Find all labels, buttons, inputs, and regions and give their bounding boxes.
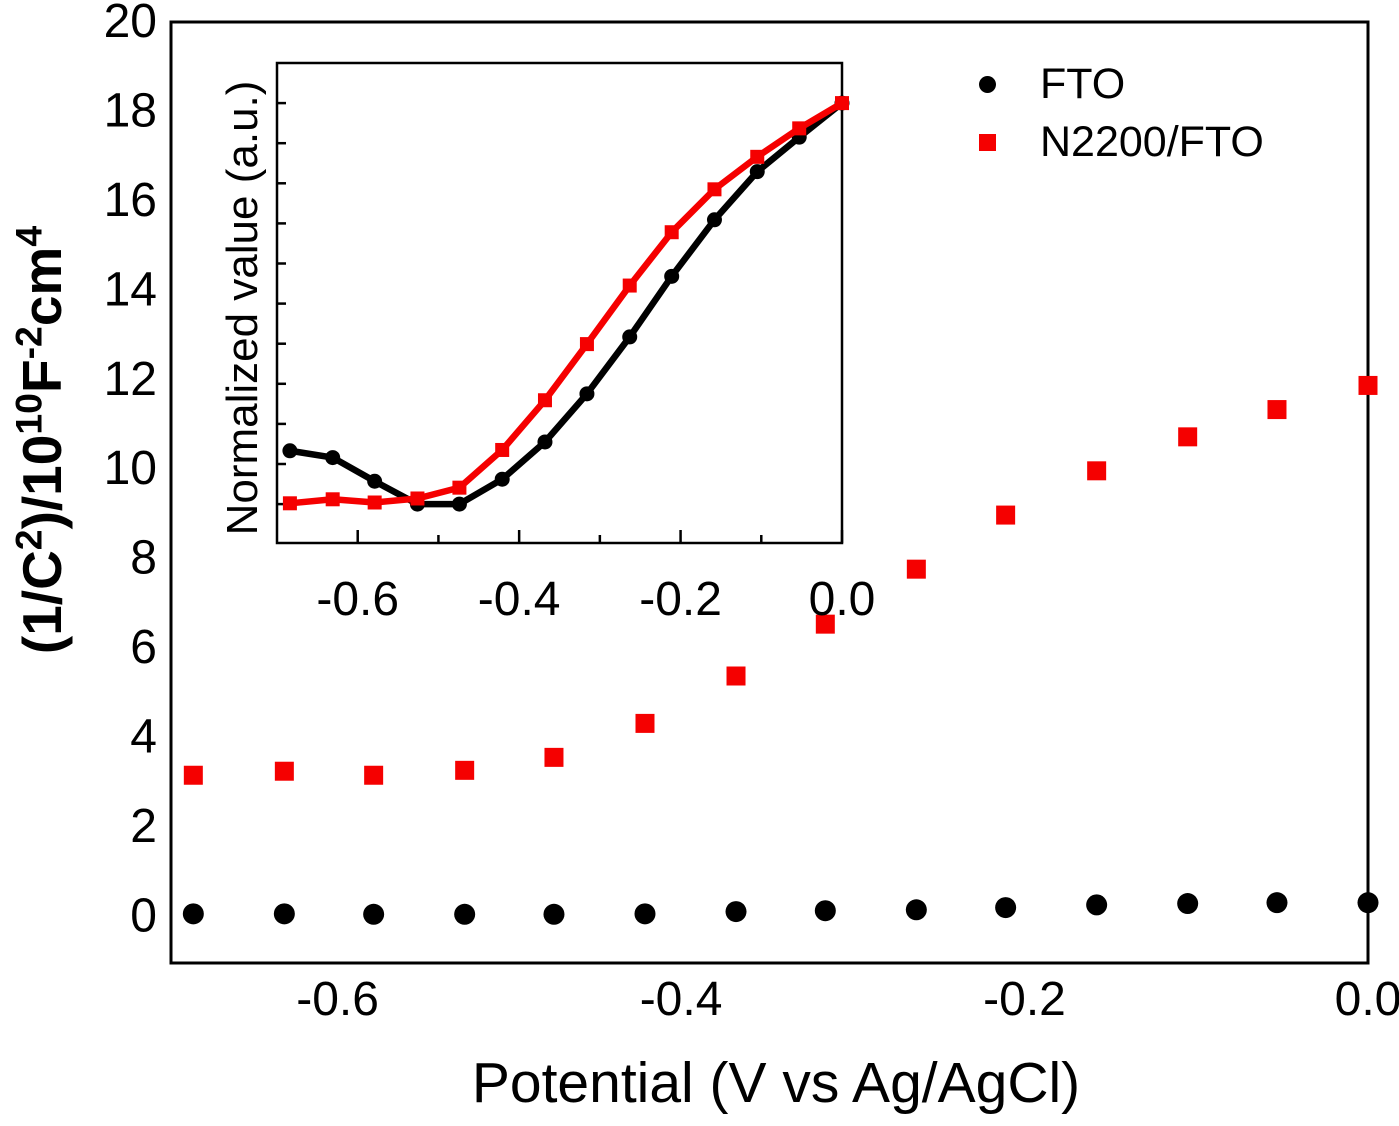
main-y-tick-label: 12 — [104, 353, 157, 406]
inset-point-fto — [664, 268, 680, 284]
legend-label-n2200: N2200/FTO — [1040, 117, 1264, 166]
inset-point-n2200 — [707, 182, 722, 197]
inset-point-n2200 — [835, 96, 849, 111]
main-x-tick-label: -0.4 — [640, 973, 723, 1026]
main-point-n2200 — [455, 760, 475, 780]
inset-point-n2200 — [282, 496, 297, 511]
main-x-tick-label: 0.0 — [1335, 973, 1399, 1026]
main-point-fto — [363, 903, 385, 925]
inset-point-n2200 — [622, 278, 637, 293]
main-point-fto — [1177, 893, 1199, 915]
main-y-tick-label: 10 — [104, 442, 157, 495]
y-axis-title-segment: F — [11, 359, 73, 394]
inset-line-n2200 — [286, 99, 846, 507]
main-y-tick-label: 14 — [104, 263, 157, 316]
inset-point-fto — [451, 496, 467, 512]
main-point-n2200 — [726, 666, 746, 686]
inset-point-n2200 — [367, 495, 382, 510]
inset-point-n2200 — [410, 491, 425, 506]
main-point-n2200 — [635, 713, 655, 733]
inset-point-fto — [749, 164, 765, 180]
inset-point-n2200 — [495, 442, 510, 457]
legend-label-fto: FTO — [1040, 59, 1126, 108]
inset-point-fto — [537, 434, 553, 450]
legend-item-fto: FTO — [962, 59, 1264, 108]
inset-y-axis-title: Normalized value (a.u.) — [218, 80, 267, 536]
legend: FTO N2200/FTO — [962, 59, 1264, 166]
main-y-tick-label: 16 — [104, 174, 157, 227]
inset-point-fto — [494, 471, 510, 487]
inset-line-fto — [286, 99, 846, 508]
inset-plot-frame — [275, 61, 844, 545]
inset-point-n2200 — [792, 121, 807, 136]
main-y-tick-label: 6 — [130, 621, 157, 674]
main-y-tick-label: 2 — [130, 800, 157, 853]
inset-point-fto — [706, 212, 722, 228]
main-point-fto — [634, 903, 656, 925]
y-axis-title-segment: -2 — [7, 326, 50, 360]
inset-x-tick-label: 0.0 — [809, 573, 876, 626]
inset-point-fto — [622, 329, 638, 345]
inset-x-tick-label: -0.4 — [478, 573, 561, 626]
main-point-n2200 — [274, 761, 294, 781]
main-point-fto — [454, 903, 476, 925]
inset-point-n2200 — [750, 149, 765, 164]
main-plot-frame — [169, 20, 1370, 965]
y-axis-title-segment: (1/C — [11, 550, 73, 655]
inset-point-n2200 — [325, 492, 340, 507]
y-axis-title-segment: 4 — [7, 225, 50, 247]
main-point-fto — [814, 900, 836, 922]
fto-circle-icon — [962, 75, 1012, 93]
main-point-n2200 — [815, 614, 835, 634]
inset-point-fto — [579, 386, 595, 402]
main-point-n2200 — [1178, 427, 1198, 447]
main-point-n2200 — [1358, 375, 1378, 395]
main-y-tick-label: 4 — [130, 710, 157, 763]
main-y-tick-label: 18 — [104, 85, 157, 138]
inset-x-tick-label: -0.2 — [639, 573, 722, 626]
main-point-fto — [725, 901, 747, 923]
y-axis-title-segment: )/10 — [11, 434, 73, 530]
main-point-fto — [273, 903, 295, 925]
y-axis-title-segment: 10 — [7, 393, 50, 435]
main-point-n2200 — [906, 559, 926, 579]
inset-point-fto — [325, 450, 341, 466]
inset-point-n2200 — [537, 393, 552, 408]
y-axis-title-segment: cm — [11, 246, 73, 327]
n2200-square-icon — [962, 133, 1012, 151]
main-point-n2200 — [1087, 461, 1107, 481]
main-point-n2200 — [364, 765, 384, 785]
main-y-axis-title: (1/C2)/1010F-2cm4 — [7, 225, 74, 655]
main-point-fto — [1357, 892, 1379, 914]
main-x-tick-label: -0.2 — [983, 973, 1066, 1026]
inset-point-n2200 — [579, 337, 594, 352]
main-point-fto — [543, 903, 565, 925]
main-point-n2200 — [544, 747, 564, 767]
main-point-n2200 — [1267, 400, 1287, 420]
main-point-fto — [905, 899, 927, 921]
legend-item-n2200: N2200/FTO — [962, 117, 1264, 166]
inset-point-fto — [367, 473, 383, 489]
y-axis-title-segment: 2 — [7, 529, 50, 551]
main-y-tick-label: 8 — [130, 532, 157, 585]
main-point-n2200 — [996, 505, 1016, 525]
main-y-tick-label: 0 — [130, 889, 157, 942]
main-point-fto — [995, 897, 1017, 919]
main-point-fto — [182, 903, 204, 925]
main-point-n2200 — [183, 765, 203, 785]
main-point-fto — [1086, 894, 1108, 916]
inset-point-n2200 — [664, 225, 679, 240]
main-x-tick-label: -0.6 — [296, 973, 379, 1026]
inset-point-n2200 — [452, 480, 467, 495]
main-point-fto — [1266, 892, 1288, 914]
main-x-axis-title: Potential (V vs Ag/AgCl) — [471, 1051, 1081, 1115]
inset-point-fto — [282, 443, 298, 459]
inset-x-tick-label: -0.6 — [316, 573, 399, 626]
main-y-tick-label: 20 — [104, 0, 157, 48]
